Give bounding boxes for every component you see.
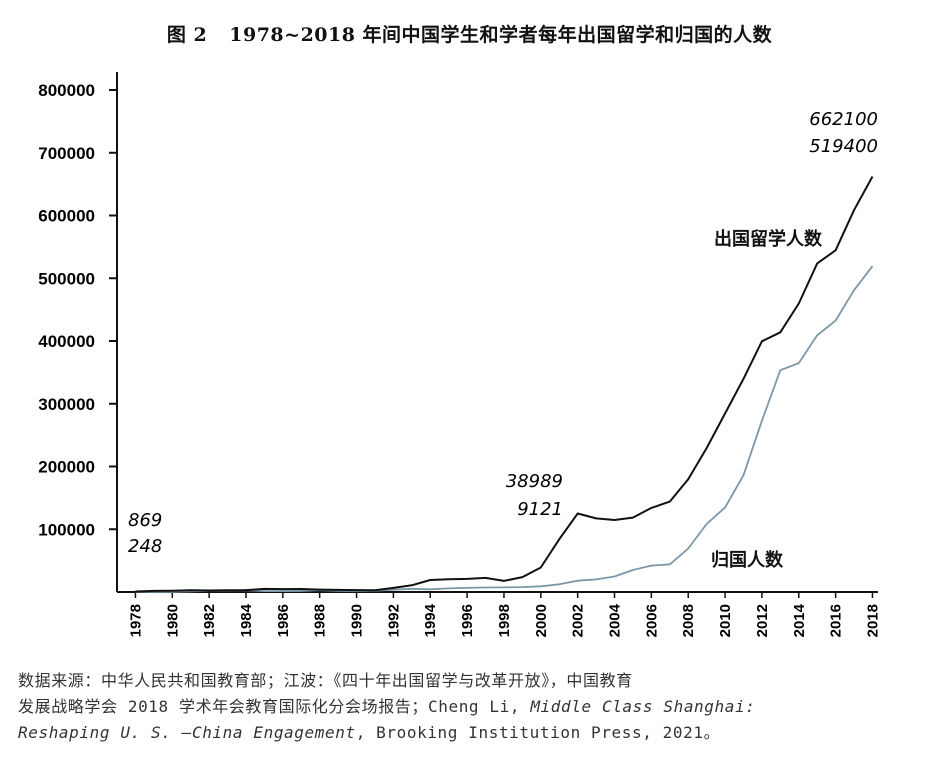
x-tick-label: 1994 <box>422 603 439 637</box>
x-tick-label: 2008 <box>680 604 697 637</box>
y-tick-label: 500000 <box>38 269 95 288</box>
data-label-outbound-2018: 662100 <box>809 109 878 130</box>
x-tick-label: 2012 <box>754 604 771 637</box>
source-note: 数据来源：中华人民共和国教育部；江波：《四十年出国留学与改革开放》，中国教育 发… <box>18 668 923 746</box>
x-tick-label: 2006 <box>643 604 660 637</box>
source-line-2-text: 发展战略学会 2018 学术年会教育国际化分会场报告；Cheng Li, <box>18 697 531 716</box>
y-tick-label: 300000 <box>38 395 95 414</box>
series-line-returnees <box>135 265 874 593</box>
source-line-3-text: , Brooking Institution Press, 2021。 <box>355 723 721 742</box>
x-tick-label: 1990 <box>349 604 366 637</box>
y-tick-label: 800000 <box>38 81 95 100</box>
source-book-title-part-1: Middle Class Shanghai: <box>530 697 756 716</box>
figure-title: 图 2 1978~2018 年间中国学生和学者每年出国留学和归国的人数 <box>0 20 939 47</box>
y-tick-label: 100000 <box>38 520 95 539</box>
x-tick-label: 2018 <box>864 604 881 637</box>
data-label-returnees-2018: 519400 <box>809 136 878 157</box>
figure-title-text: 1978~2018 年间中国学生和学者每年出国留学和归国的人数 <box>229 24 773 46</box>
x-tick-label: 1996 <box>459 604 476 637</box>
x-tick-label: 2002 <box>570 604 587 637</box>
x-tick-label: 2010 <box>717 604 734 637</box>
x-tick-label: 1998 <box>496 604 513 637</box>
series-label-returnees: 归国人数 <box>711 549 784 571</box>
source-book-title-part-2: Reshaping U. S. —China Engagement <box>18 723 356 742</box>
source-line-1: 数据来源：中华人民共和国教育部；江波：《四十年出国留学与改革开放》，中国教育 <box>18 671 633 690</box>
x-tick-label: 1978 <box>127 604 144 637</box>
figure-label: 图 2 <box>166 24 208 46</box>
x-tick-label: 2014 <box>791 603 808 637</box>
x-tick-label: 1992 <box>385 604 402 637</box>
series-line-outbound <box>135 176 874 593</box>
data-label-outbound-2000: 38989 <box>506 471 563 492</box>
series-label-outbound: 出国留学人数 <box>714 228 823 250</box>
x-tick-label: 1982 <box>201 604 218 637</box>
y-tick-label: 600000 <box>38 207 95 226</box>
source-line-3: Reshaping U. S. —China Engagement, Brook… <box>18 720 923 746</box>
x-tick-label: 2004 <box>607 603 624 637</box>
line-chart: 100000 200000 300000 400000 500000 600000 7000… <box>38 72 881 637</box>
y-tick-label: 700000 <box>38 144 95 163</box>
data-label-returnees-1978: 248 <box>128 536 162 557</box>
x-tick-label: 2000 <box>533 604 550 637</box>
y-tick-label: 400000 <box>38 332 95 351</box>
data-label-outbound-1978: 869 <box>128 510 162 531</box>
x-tick-label: 1980 <box>164 604 181 637</box>
x-tick-label: 1988 <box>312 604 329 637</box>
data-label-returnees-2000: 9121 <box>517 499 563 520</box>
source-line-2: 发展战略学会 2018 学术年会教育国际化分会场报告；Cheng Li, Mid… <box>18 694 923 720</box>
x-tick-label: 1986 <box>275 604 292 637</box>
x-tick-label: 1984 <box>238 603 255 637</box>
y-tick-label: 200000 <box>38 458 95 477</box>
x-tick-label: 2016 <box>828 604 845 637</box>
